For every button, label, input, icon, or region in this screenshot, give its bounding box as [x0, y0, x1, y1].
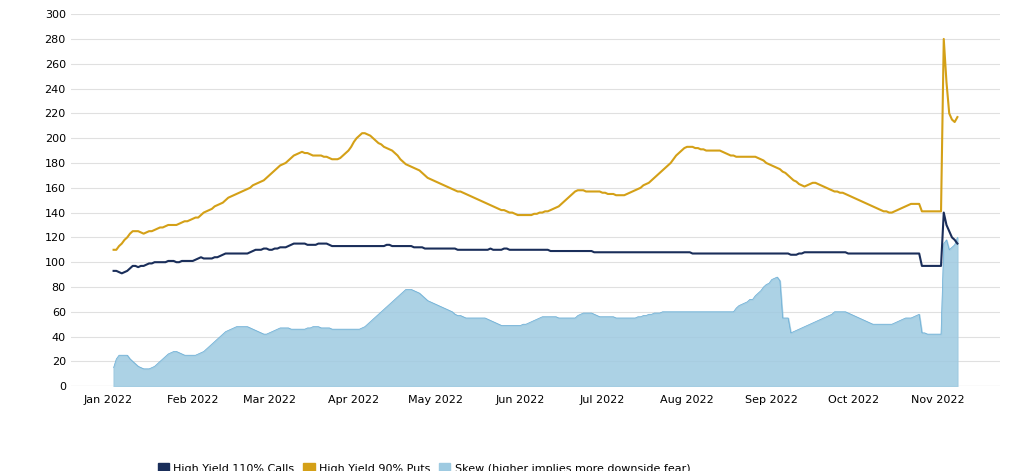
- Legend: High Yield 110% Calls, High Yield 90% Puts, Skew (higher implies more downside f: High Yield 110% Calls, High Yield 90% Pu…: [153, 459, 694, 471]
